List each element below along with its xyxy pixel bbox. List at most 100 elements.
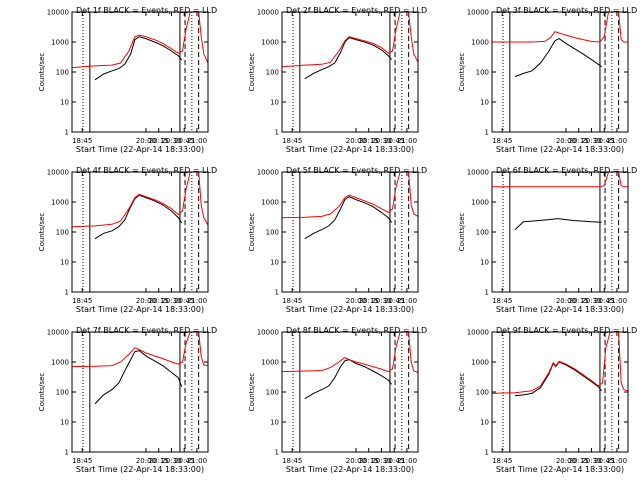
panel-title: Det 6f BLACK = Events, RED = LLD [496, 166, 637, 175]
x-axis-label: Start Time (22-Apr-14 18:33:00) [286, 145, 414, 154]
y-tick-label: 1000 [261, 359, 279, 367]
detector-panel: Det 5f BLACK = Events, RED = LLD 1 10 100 10… [248, 166, 427, 314]
events-series-line [304, 37, 392, 80]
y-tick-label: 100 [266, 69, 279, 77]
y-tick-label: 1000 [471, 359, 489, 367]
x-tick-label: 20:45 [594, 457, 614, 465]
y-tick-label: 10000 [467, 169, 489, 177]
lld-series-line [71, 331, 209, 368]
x-tick-label: 20:00 [136, 297, 156, 305]
x-tick-label: 20:30 [161, 457, 181, 465]
y-tick-label: 10 [480, 419, 489, 427]
lld-series-line [492, 171, 628, 188]
plot-frame [71, 11, 209, 133]
y-tick-label: 1000 [51, 359, 69, 367]
x-axis-label: Start Time (22-Apr-14 18:33:00) [76, 145, 204, 154]
x-axis-label: Start Time (22-Apr-14 18:33:00) [496, 145, 624, 154]
x-tick-label: 20:15 [569, 137, 589, 145]
x-tick-label: 21:00 [607, 457, 627, 465]
y-tick-label: 1000 [51, 199, 69, 207]
x-tick-label: 20:45 [384, 457, 404, 465]
events-series-line [94, 350, 183, 405]
events-series-line [304, 196, 393, 240]
detector-panel: Det 9f BLACK = Events, RED = LLD 1 10 100 10… [458, 326, 637, 474]
x-tick-label: 20:15 [149, 137, 169, 145]
y-tick-label: 1 [485, 289, 489, 297]
x-tick-label: 20:45 [594, 137, 614, 145]
x-tick-label: 20:30 [371, 137, 391, 145]
y-axis-label: Counts/sec [38, 213, 46, 252]
x-tick-label: 21:00 [187, 137, 207, 145]
x-axis-label: Start Time (22-Apr-14 18:33:00) [496, 465, 624, 474]
y-tick-label: 1 [275, 289, 279, 297]
x-tick-label: 20:30 [581, 137, 601, 145]
x-tick-label: 21:00 [397, 457, 417, 465]
detector-panel: Det 8f BLACK = Events, RED = LLD 1 10 100 10… [248, 326, 427, 474]
lld-series-line [492, 11, 628, 43]
x-tick-label: 20:15 [359, 297, 379, 305]
y-tick-label: 1000 [261, 39, 279, 47]
x-tick-label: 20:30 [581, 297, 601, 305]
plot-frame [71, 171, 209, 293]
x-tick-label: 18:45 [492, 137, 512, 145]
x-tick-label: 20:00 [556, 297, 576, 305]
detector-panel: Det 1f BLACK = Events, RED = LLD 1 10 100 10… [38, 6, 217, 154]
y-tick-label: 1 [485, 449, 489, 457]
y-tick-label: 10000 [467, 329, 489, 337]
events-series-line [304, 359, 392, 400]
y-tick-label: 10 [60, 259, 69, 267]
x-axis-label: Start Time (22-Apr-14 18:33:00) [496, 305, 624, 314]
detector-panel: Det 3f BLACK = Events, RED = LLD 1 10 100 10… [458, 6, 637, 154]
y-axis-label: Counts/sec [458, 213, 466, 252]
y-axis-label: Counts/sec [458, 373, 466, 412]
y-tick-label: 10000 [257, 169, 279, 177]
x-tick-label: 20:45 [174, 457, 194, 465]
y-tick-label: 10000 [47, 169, 69, 177]
plot-frame [281, 171, 419, 293]
panel-title: Det 7f BLACK = Events, RED = LLD [76, 326, 217, 335]
x-tick-label: 20:45 [174, 297, 194, 305]
y-tick-label: 1 [275, 449, 279, 457]
y-tick-label: 10000 [257, 9, 279, 17]
x-tick-label: 20:45 [384, 137, 404, 145]
x-tick-label: 20:45 [594, 297, 614, 305]
y-tick-label: 100 [56, 69, 69, 77]
detector-panel: Det 7f BLACK = Events, RED = LLD 1 10 100 10… [38, 326, 217, 474]
y-tick-label: 10 [60, 99, 69, 107]
plot-frame [71, 331, 209, 453]
y-tick-label: 100 [266, 389, 279, 397]
x-tick-label: 20:15 [149, 457, 169, 465]
x-tick-label: 21:00 [607, 137, 627, 145]
y-axis-label: Counts/sec [38, 373, 46, 412]
panel-title: Det 9f BLACK = Events, RED = LLD [496, 326, 637, 335]
x-tick-label: 18:45 [282, 457, 302, 465]
y-tick-label: 1000 [471, 199, 489, 207]
panel-title: Det 1f BLACK = Events, RED = LLD [76, 6, 217, 15]
panel-title: Det 2f BLACK = Events, RED = LLD [286, 6, 427, 15]
x-tick-label: 20:15 [359, 457, 379, 465]
y-tick-label: 1 [65, 289, 69, 297]
y-tick-label: 1000 [471, 39, 489, 47]
y-tick-label: 10 [270, 99, 279, 107]
x-tick-label: 18:45 [72, 297, 92, 305]
x-tick-label: 18:45 [282, 137, 302, 145]
x-tick-label: 20:00 [346, 137, 366, 145]
y-axis-label: Counts/sec [248, 373, 256, 412]
x-tick-label: 20:30 [371, 457, 391, 465]
lld-series-line [71, 171, 209, 228]
x-tick-label: 20:15 [569, 297, 589, 305]
y-tick-label: 10 [60, 419, 69, 427]
y-axis-label: Counts/sec [248, 213, 256, 252]
panel-title: Det 8f BLACK = Events, RED = LLD [286, 326, 427, 335]
x-tick-label: 18:45 [72, 137, 92, 145]
y-tick-label: 1 [275, 129, 279, 137]
y-axis-label: Counts/sec [248, 53, 256, 92]
panel-title: Det 4f BLACK = Events, RED = LLD [76, 166, 217, 175]
events-series-line [514, 38, 602, 78]
y-tick-label: 10000 [47, 329, 69, 337]
plot-frame [491, 331, 629, 453]
y-axis-label: Counts/sec [38, 53, 46, 92]
x-tick-label: 21:00 [187, 297, 207, 305]
x-tick-label: 21:00 [607, 297, 627, 305]
